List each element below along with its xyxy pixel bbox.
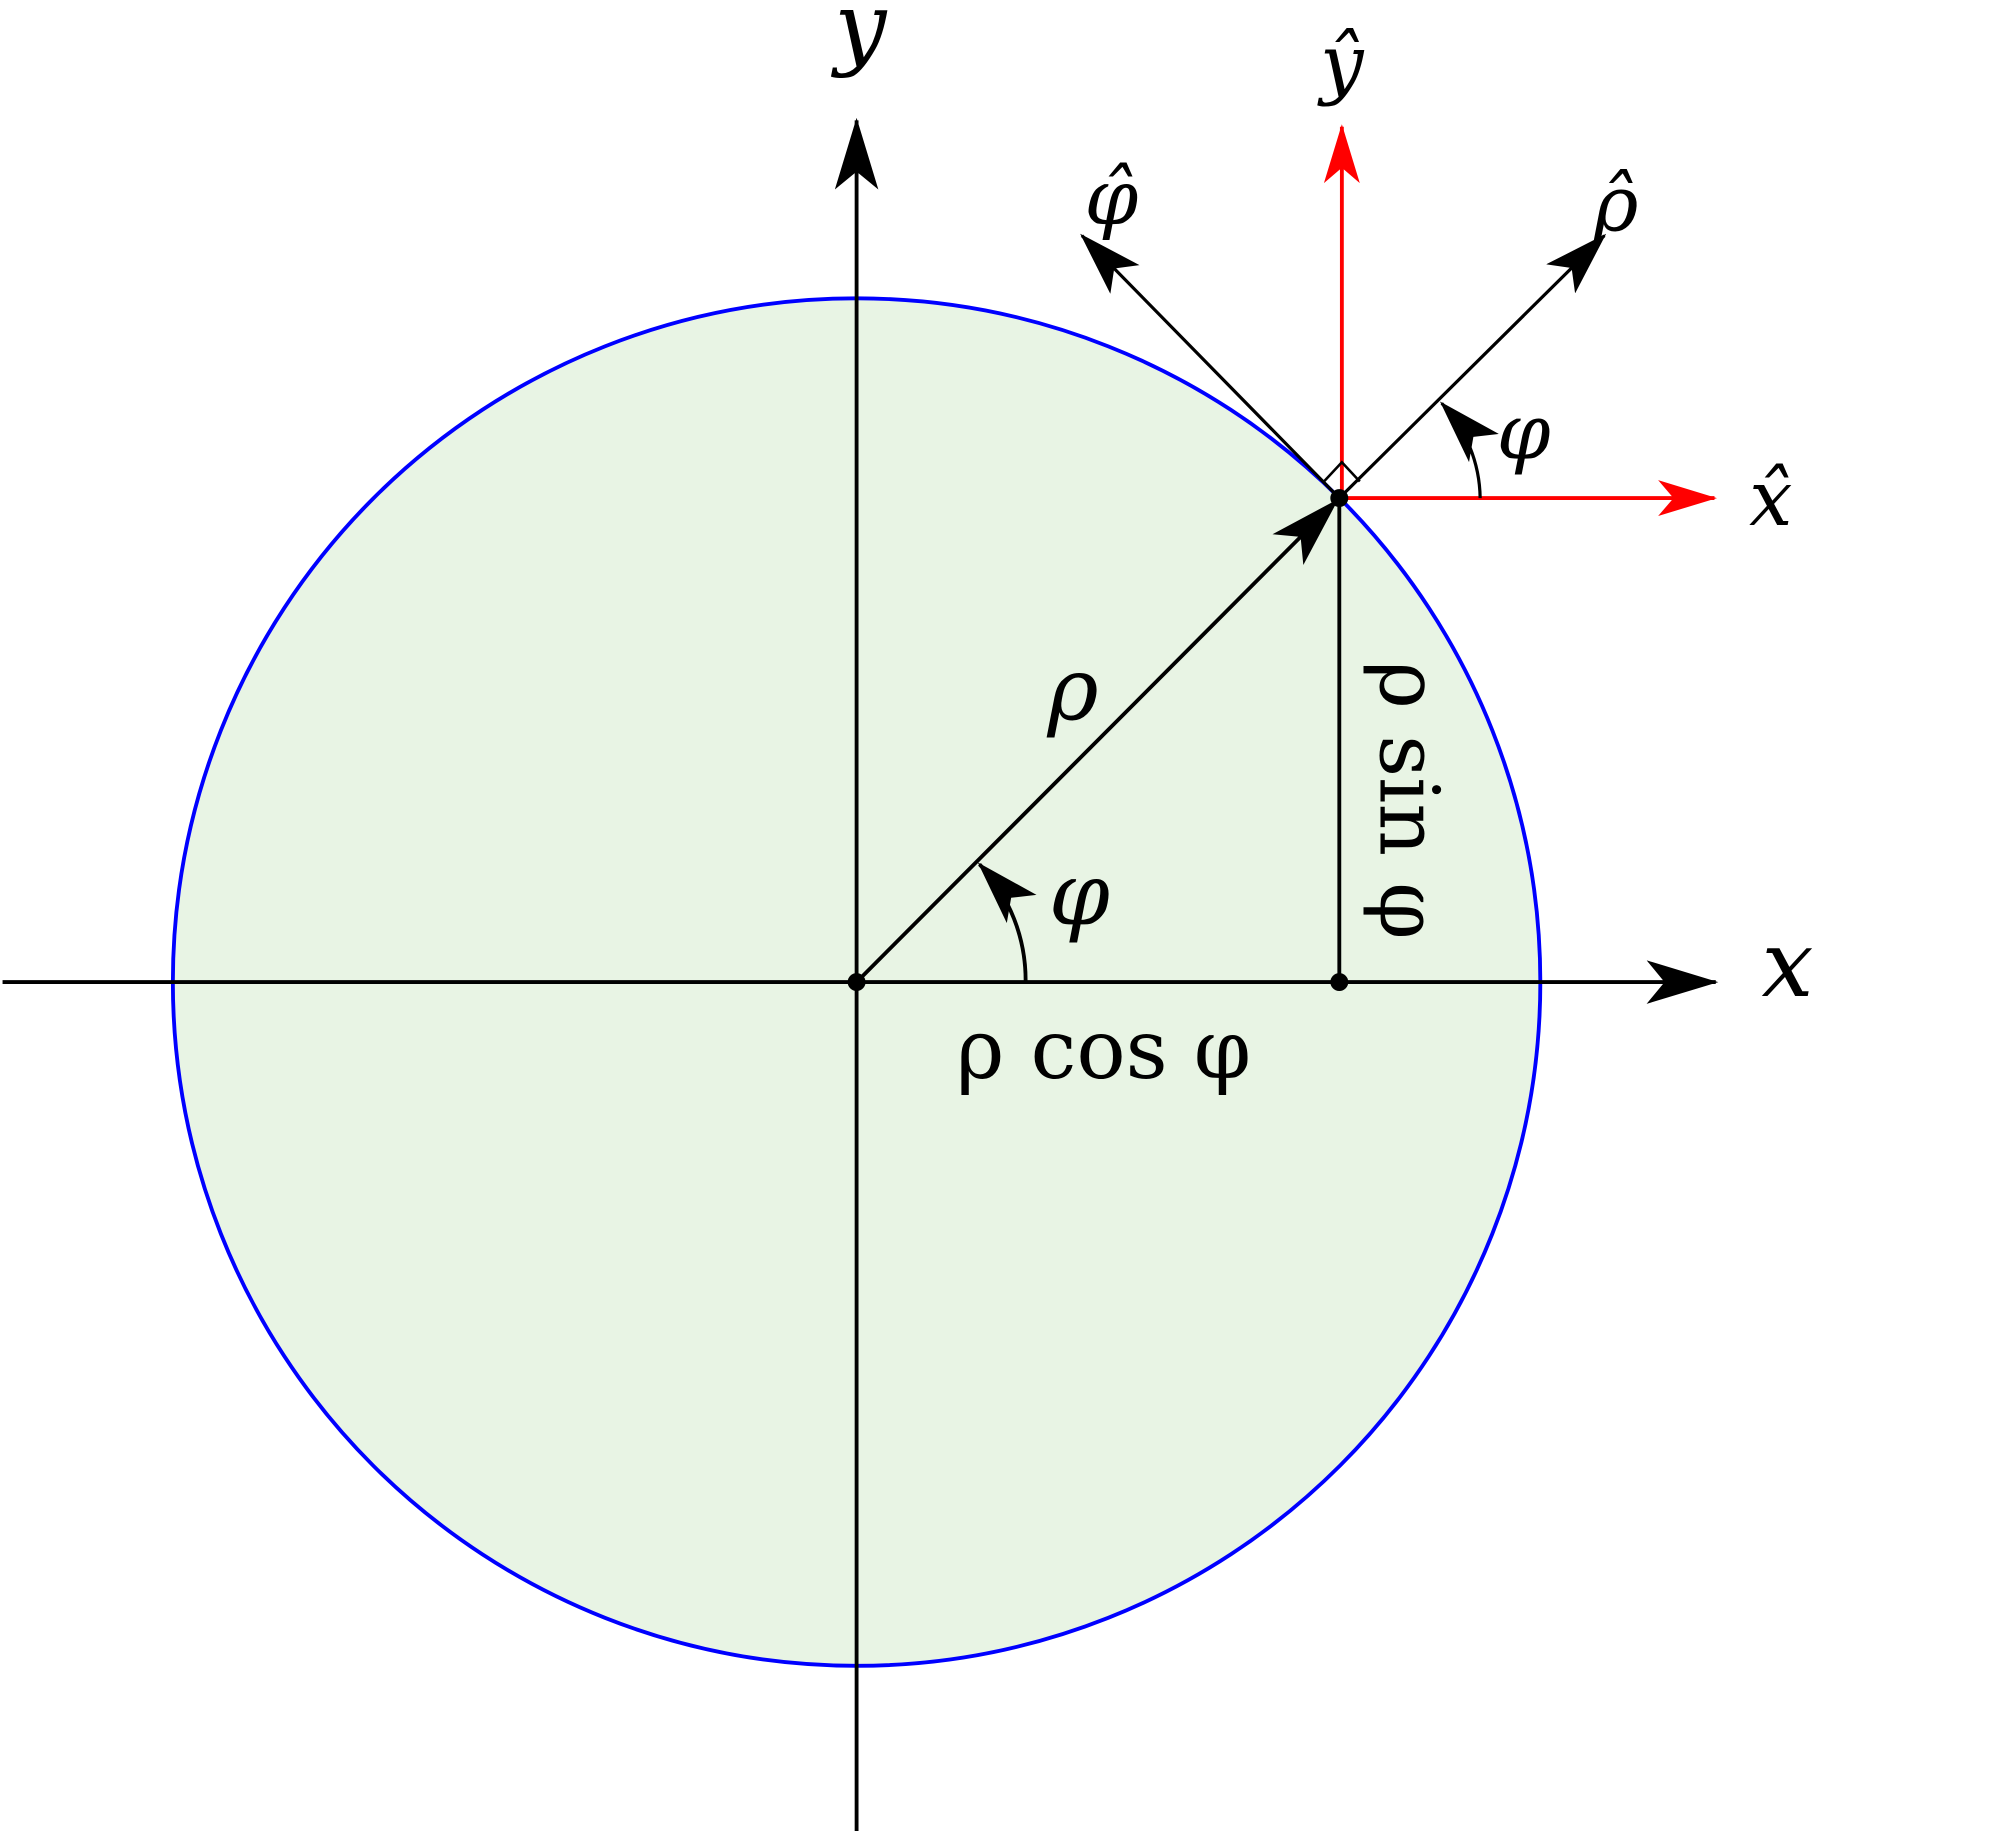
rho-sin-phi-label: ρ sin φ	[1360, 661, 1455, 940]
phi-label-origin: φ	[1049, 843, 1110, 945]
phi-angle-arc-origin	[977, 862, 1037, 983]
rho-hat-vector	[1338, 233, 1607, 500]
foot-point	[1330, 973, 1349, 992]
phi-hat-label: φ̂	[1084, 154, 1138, 243]
x-hat-label: x̂	[1749, 455, 1792, 544]
right-angle-mark	[1323, 460, 1361, 483]
y-hat-label: ŷ	[1317, 20, 1365, 109]
origin-point	[847, 973, 866, 992]
phi-angle-arc-point	[1439, 401, 1499, 499]
rho-hat-label: ρ̂	[1592, 160, 1638, 249]
position-point	[1330, 489, 1349, 508]
y-axis-label: y	[830, 0, 888, 80]
phi-hat-vector	[1080, 233, 1341, 500]
x-axis-label: x	[1761, 910, 1813, 1018]
rho-cos-phi-label: ρ cos φ	[956, 1003, 1251, 1098]
rho-vector	[855, 498, 1339, 984]
phi-label-point: φ	[1497, 388, 1551, 477]
rho-label: ρ	[1046, 639, 1098, 741]
